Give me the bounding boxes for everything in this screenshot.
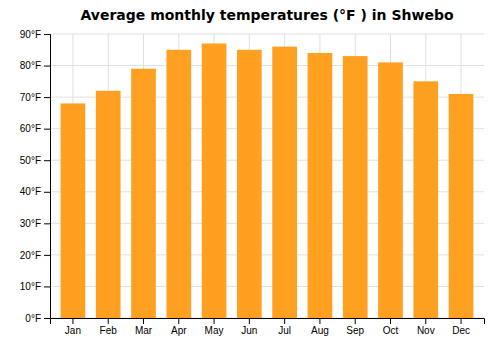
tick-mark (44, 97, 50, 98)
tick: 50°F (20, 155, 50, 166)
tick: Jan (65, 318, 81, 336)
plot: Jan Feb Mar Apr May Jun Jul Aug Sep Oct Nov Dec 0°F 1… (20, 29, 485, 336)
tick: 60°F (20, 123, 50, 134)
tick: Jun (241, 318, 257, 336)
tick-label: Jun (241, 325, 257, 336)
tick-label: 30°F (20, 218, 41, 229)
tick-mark (44, 34, 50, 35)
tick: 70°F (20, 92, 50, 103)
tick: 20°F (20, 250, 50, 261)
tick-label: 70°F (20, 92, 41, 103)
tick-label: Mar (135, 325, 153, 336)
grid (50, 34, 484, 318)
tick-mark (355, 318, 356, 324)
tick-mark (108, 318, 109, 324)
tick-label: Apr (171, 325, 187, 336)
tick-label: 50°F (20, 155, 41, 166)
bar (202, 43, 227, 318)
bar (343, 56, 368, 318)
tick-label: 90°F (20, 29, 41, 40)
tick-mark (44, 160, 50, 161)
tick: Nov (417, 318, 435, 336)
tick-mark (44, 318, 50, 319)
bar (449, 94, 474, 318)
tick-label: May (205, 325, 224, 336)
tick-label: 20°F (20, 250, 41, 261)
bar (308, 53, 333, 318)
x-axis: Jan Feb Mar Apr May Jun Jul Aug Sep Oct Nov Dec (51, 318, 485, 336)
tick-label: Jul (278, 325, 291, 336)
tick-label: Jan (65, 325, 81, 336)
tick: 90°F (20, 29, 50, 40)
tick: 40°F (20, 186, 50, 197)
y-axis: 0°F 10°F 20°F 30°F 40°F 50°F 60°F 70°F 80°F 90°F (20, 29, 51, 324)
tick-mark (390, 318, 391, 324)
bar (166, 50, 191, 318)
tick-mark (143, 318, 144, 324)
title: Average monthly temperatures (°F ) in Sh… (80, 7, 453, 23)
tick: Oct (383, 318, 399, 336)
tick-label: Feb (100, 325, 118, 336)
tick-mark (284, 318, 285, 324)
tick-mark (44, 66, 50, 67)
bar (61, 103, 86, 318)
tick: Feb (100, 318, 118, 336)
tick-mark (44, 192, 50, 193)
axis-line (44, 35, 51, 319)
tick-label: 40°F (20, 186, 41, 197)
tick: 80°F (20, 60, 50, 71)
tick: 10°F (20, 281, 50, 292)
tick-mark (319, 318, 320, 324)
tick-mark (44, 255, 50, 256)
bar (96, 91, 121, 318)
tick-label: Sep (346, 325, 364, 336)
tick-label: Dec (452, 325, 470, 336)
bar (413, 81, 438, 318)
tick-mark (72, 318, 73, 324)
tick-mark (214, 318, 215, 324)
bar (378, 62, 403, 318)
bar (237, 50, 262, 318)
tick-label: Aug (311, 325, 329, 336)
tick-mark (461, 318, 462, 324)
tick: 30°F (20, 218, 50, 229)
tick-mark (425, 318, 426, 324)
tick: Sep (346, 318, 364, 336)
tick-mark (44, 286, 50, 287)
bars (61, 43, 474, 318)
tick: Jul (278, 318, 291, 336)
tick-label: 80°F (20, 60, 41, 71)
tick-label: Nov (417, 325, 435, 336)
grid-line (50, 34, 484, 35)
bar (131, 69, 156, 318)
tick: Aug (311, 318, 329, 336)
tick-label: Oct (383, 325, 399, 336)
tick-label: 60°F (20, 123, 41, 134)
tick: Mar (135, 318, 153, 336)
tick: May (205, 318, 224, 336)
tick-label: 10°F (20, 281, 41, 292)
tick: Dec (452, 318, 470, 336)
tick: 0°F (25, 313, 50, 324)
chart: Jan Feb Mar Apr May Jun Jul Aug Sep Oct Nov Dec 0°F 1… (0, 0, 500, 350)
tick-mark (178, 318, 179, 324)
tick-mark (44, 129, 50, 130)
tick-label: 0°F (25, 313, 41, 324)
tick-mark (44, 223, 50, 224)
tick: Apr (171, 318, 187, 336)
grid-line (50, 65, 484, 66)
bar (272, 47, 297, 318)
tick-mark (249, 318, 250, 324)
axis-line (51, 319, 485, 325)
